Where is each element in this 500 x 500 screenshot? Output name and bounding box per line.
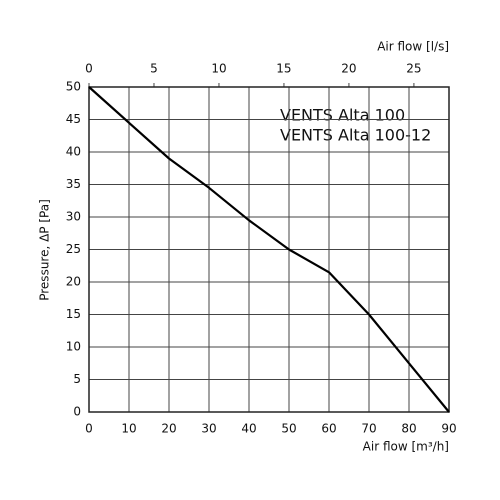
y-tick-label: 10 (66, 340, 81, 354)
y-tick-label: 50 (66, 80, 81, 94)
y-axis-title: Pressure, ΔP [Pa] (38, 199, 52, 301)
x-tick-label: 20 (161, 422, 176, 436)
x-tick-label: 0 (85, 422, 93, 436)
y-tick-label: 15 (66, 307, 81, 321)
x-axis-title: Air flow [m³/h] (363, 440, 449, 454)
annotation: VENTS Alta 100-12 (280, 126, 431, 145)
x-tick-label: 60 (321, 422, 336, 436)
curve (88, 86, 450, 413)
x2-axis-title: Air flow [l/s] (377, 40, 449, 54)
y-tick-label: 35 (66, 177, 81, 191)
x2-tick-label: 10 (211, 62, 226, 76)
x-tick-label: 30 (201, 422, 216, 436)
y-tick-label: 0 (73, 405, 81, 419)
y-tick-label: 30 (66, 210, 81, 224)
y-tick-label: 40 (66, 145, 81, 159)
y-tick-label: 25 (66, 242, 81, 256)
y-tick-label: 20 (66, 275, 81, 289)
x2-tick-label: 5 (150, 62, 158, 76)
y-tick-label: 5 (73, 372, 81, 386)
y-tick-label: 45 (66, 112, 81, 126)
annotation: VENTS Alta 100 (280, 106, 405, 125)
x-tick-label: 10 (121, 422, 136, 436)
x-tick-label: 50 (281, 422, 296, 436)
x-tick-label: 80 (401, 422, 416, 436)
x2-tick-label: 20 (341, 62, 356, 76)
x2-tick-label: 15 (276, 62, 291, 76)
x-tick-label: 40 (241, 422, 256, 436)
x-tick-label: 70 (361, 422, 376, 436)
x2-tick-label: 0 (85, 62, 93, 76)
x-tick-label: 90 (441, 422, 456, 436)
plot-frame (88, 86, 450, 413)
x2-tick-label: 25 (406, 62, 421, 76)
